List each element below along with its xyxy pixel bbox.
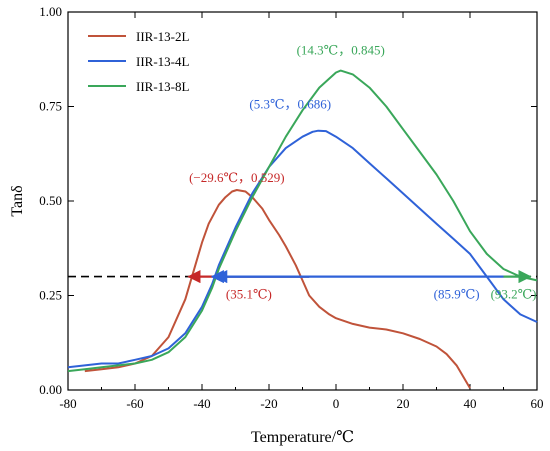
legend-label: IIR-13-2L [136,29,189,44]
series-line-iir-13-2l [84,189,471,389]
x-tick-label: -40 [193,396,210,411]
y-tick-label: 1.00 [39,4,62,19]
y-tick-label: 0.00 [39,382,62,397]
annotation-label: (35.1℃) [226,287,272,302]
annotation-label: (−29.6℃，0.529) [189,170,285,185]
series-line-iir-13-4l [67,129,538,369]
legend-label: IIR-13-4L [136,54,189,69]
legend-label: IIR-13-8L [136,79,189,94]
x-tick-label: 0 [333,396,340,411]
y-tick-label: 0.25 [39,288,62,303]
y-tick-label: 0.75 [39,99,62,114]
x-tick-label: 60 [531,396,544,411]
y-tick-label: 0.50 [39,193,62,208]
annotation-label: (5.3℃，0.686) [249,97,331,112]
annotation-label: (93.2℃) [491,287,537,302]
x-tick-label: 40 [464,396,477,411]
y-axis-title: Tanδ [9,185,26,216]
annotation-label: (85.9℃) [434,287,480,302]
x-tick-label: 20 [397,396,410,411]
x-tick-label: -20 [260,396,277,411]
x-tick-label: -80 [59,396,76,411]
x-axis-title: Temperature/℃ [251,429,354,446]
annotation-label: (14.3℃，0.845) [297,43,385,58]
series-line-iir-13-8l [67,69,538,373]
x-tick-label: -60 [126,396,143,411]
